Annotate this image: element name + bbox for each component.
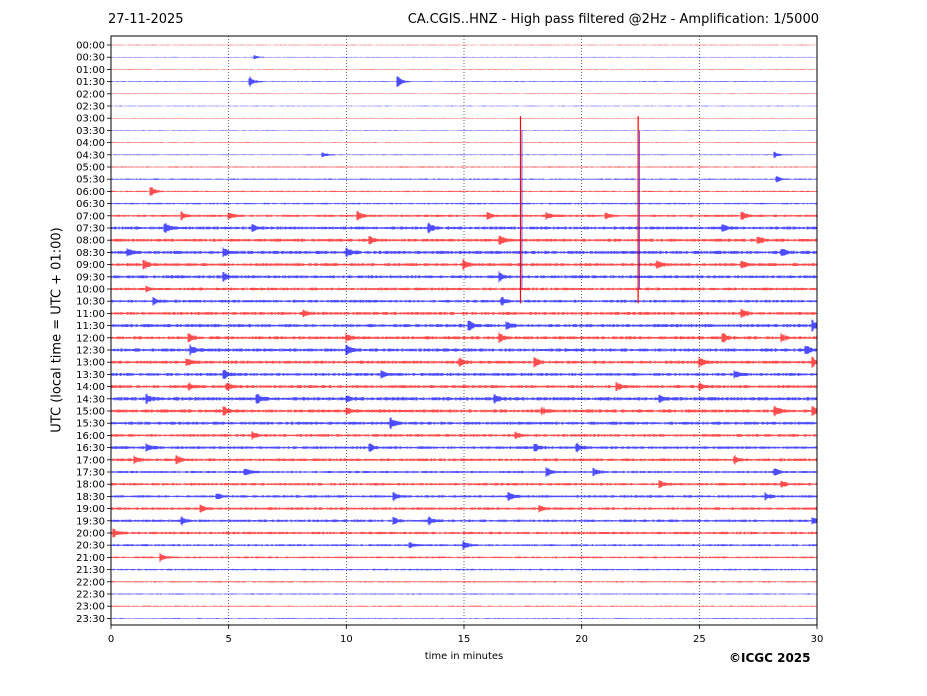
trace-1530	[110, 417, 818, 430]
y-tick-label: 07:30	[76, 224, 105, 235]
y-tick-label: 02:00	[76, 89, 105, 100]
trace-1230	[110, 344, 818, 356]
y-tick-label: 06:00	[76, 187, 105, 198]
y-tick-label: 02:30	[76, 102, 105, 113]
trace-0900	[110, 259, 818, 270]
trace-1100	[110, 309, 818, 318]
trace-2000	[110, 528, 818, 538]
y-tick-label: 06:30	[76, 199, 105, 210]
x-axis-label: time in minutes	[424, 651, 504, 662]
y-tick-label: 12:00	[76, 333, 105, 344]
trace-1900	[110, 504, 818, 513]
y-tick-label: 13:00	[76, 358, 105, 369]
trace-0130	[110, 76, 818, 87]
x-ticks: 0 5 10 15 20 25 30	[108, 625, 824, 645]
y-tick-label: 13:30	[76, 370, 105, 381]
y-tick-label: 19:00	[76, 504, 105, 515]
y-tick-label: 04:00	[76, 138, 105, 149]
trace-0030	[110, 55, 818, 60]
chart-title: CA.CGIS..HNZ - High pass filtered @2Hz -…	[407, 12, 819, 27]
trace-0000	[110, 44, 818, 46]
y-tick-label: 07:00	[76, 211, 105, 222]
y-tick-label: 11:00	[76, 309, 105, 320]
y-tick-label: 10:30	[76, 297, 105, 308]
x-tick-label: 20	[575, 634, 588, 645]
y-tick-label: 23:00	[76, 602, 105, 613]
y-tick-label: 12:30	[76, 346, 105, 357]
y-tick-label: 10:00	[76, 285, 105, 296]
trace-1330	[110, 369, 818, 380]
trace-1400	[110, 382, 818, 391]
trace-0600	[110, 187, 818, 196]
seismogram-traces	[110, 44, 818, 619]
y-tick-label: 11:30	[76, 321, 105, 332]
trace-0700	[110, 211, 818, 221]
trace-1830	[110, 491, 818, 501]
y-tick-label: 01:30	[76, 77, 105, 88]
y-tick-label: 21:30	[76, 565, 105, 576]
y-tick-label: 00:00	[76, 41, 105, 52]
y-tick-label: 18:30	[76, 492, 105, 503]
trace-1030	[110, 296, 818, 306]
trace-0530	[110, 175, 818, 183]
y-tick-label: 14:00	[76, 382, 105, 393]
y-tick-label: 08:00	[76, 236, 105, 247]
y-tick-label: 03:00	[76, 114, 105, 125]
y-tick-label: 14:30	[76, 394, 105, 405]
y-tick-label: 21:00	[76, 553, 105, 564]
y-tick-label: 03:30	[76, 126, 105, 137]
trace-2200	[110, 581, 818, 583]
trace-1930	[110, 516, 818, 526]
plot-frame	[110, 35, 818, 626]
x-tick-label: 5	[225, 634, 231, 645]
trace-2100	[110, 552, 818, 562]
x-tick-label: 30	[811, 634, 824, 645]
trace-0630	[110, 202, 818, 205]
x-tick-label: 25	[693, 634, 706, 645]
trace-0500	[110, 166, 818, 168]
y-tick-label: 20:00	[76, 529, 105, 540]
trace-1200	[110, 332, 818, 344]
y-tick-label: 20:30	[76, 541, 105, 552]
y-tick-label: 05:00	[76, 163, 105, 174]
y-tick-label: 18:00	[76, 480, 105, 491]
y-tick-label: 16:30	[76, 443, 105, 454]
y-tick-label: 22:00	[76, 577, 105, 588]
trace-0930	[110, 271, 818, 283]
x-tick-label: 10	[340, 634, 353, 645]
y-tick-label: 15:30	[76, 419, 105, 430]
y-tick-label: 17:00	[76, 455, 105, 466]
trace-0330	[110, 130, 818, 131]
y-tick-label: 01:00	[76, 65, 105, 76]
grid-lines	[228, 36, 700, 625]
trace-0400	[110, 142, 818, 144]
y-tick-label: 16:00	[76, 431, 105, 442]
y-tick-label: 05:30	[76, 175, 105, 186]
y-tick-label: 00:30	[76, 53, 105, 64]
y-tick-label: 04:30	[76, 150, 105, 161]
x-tick-label: 0	[108, 634, 114, 645]
y-tick-label: 09:00	[76, 260, 105, 271]
y-tick-label: 19:30	[76, 516, 105, 527]
trace-2300	[110, 605, 818, 607]
x-tick-label: 15	[458, 634, 471, 645]
y-tick-label: 17:30	[76, 468, 105, 479]
copyright-notice: ©ICGC 2025	[729, 651, 811, 665]
y-tick-label: 09:30	[76, 272, 105, 283]
trace-1800	[110, 480, 818, 489]
y-tick-label: 08:30	[76, 248, 105, 259]
y-tick-label: 22:30	[76, 590, 105, 601]
y-tick-label: 15:00	[76, 407, 105, 418]
trace-2230	[110, 593, 818, 595]
y-tick-label: 23:30	[76, 614, 105, 625]
trace-2030	[110, 540, 818, 550]
chart-date: 27-11-2025	[108, 12, 184, 27]
